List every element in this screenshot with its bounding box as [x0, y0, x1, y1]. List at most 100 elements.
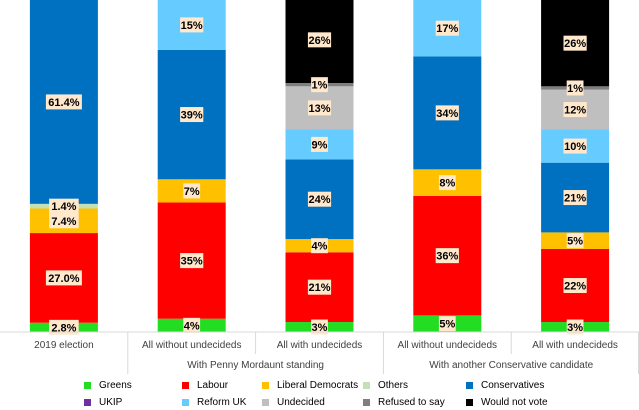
data-label-text: 3%: [567, 322, 583, 334]
legend-item-liberal-democrats: Liberal Democrats: [262, 378, 358, 392]
data-label-conservatives-0: 61.4%: [45, 94, 82, 110]
legend-item-labour: Labour: [182, 378, 228, 392]
data-label-text: 5%: [567, 236, 583, 248]
data-label-background: [180, 107, 204, 123]
legend-item-ukip: UKIP: [84, 395, 122, 409]
data-label-background: [311, 136, 328, 152]
data-label-background: [183, 317, 201, 333]
data-label-liberal-democrats-1: 7%: [183, 183, 201, 199]
data-label-text: 15%: [181, 20, 203, 32]
data-label-text: 8%: [439, 178, 455, 190]
category-label-2: All with undecideds: [277, 340, 363, 351]
data-label-text: 7.4%: [51, 216, 76, 228]
legend-item-conservatives: Conservatives: [466, 378, 544, 392]
legend-label: Would not vote: [481, 396, 548, 408]
data-label-text: 34%: [436, 108, 458, 120]
data-label-background: [49, 319, 79, 335]
data-label-text: 10%: [564, 141, 586, 153]
category-label-1: All without undecideds: [142, 340, 242, 351]
legend-swatch: [466, 398, 473, 406]
data-label-background: [49, 198, 79, 214]
data-label-text: 1%: [567, 83, 583, 95]
data-label-reform-uk-1: 15%: [180, 17, 204, 33]
legend-swatch: [182, 398, 189, 406]
data-label-liberal-democrats-3: 8%: [438, 175, 456, 191]
data-label-background: [311, 77, 328, 93]
legend-swatch: [182, 381, 189, 389]
data-label-text: 35%: [181, 256, 203, 268]
data-label-undecided-2: 13%: [307, 100, 332, 116]
data-label-background: [45, 94, 82, 110]
data-label-would-not-vote-4: 26%: [563, 35, 587, 51]
data-label-background: [180, 17, 204, 33]
data-label-greens-2: 3%: [311, 319, 328, 335]
legend-label: Others: [378, 379, 409, 391]
data-label-background: [307, 100, 332, 116]
data-label-text: 27.0%: [48, 273, 79, 285]
data-label-others-0: 1.4%: [49, 198, 79, 214]
data-label-background: [563, 278, 587, 294]
legend-swatch: [84, 398, 91, 406]
data-label-background: [566, 319, 584, 335]
data-label-liberal-democrats-0: 7.4%: [49, 213, 79, 229]
data-label-background: [311, 319, 328, 335]
data-label-text: 26%: [564, 38, 586, 50]
data-label-labour-1: 35%: [180, 253, 204, 269]
data-label-text: 24%: [308, 194, 330, 206]
legend-label: UKIP: [99, 396, 123, 408]
legend-item-undecided: Undecided: [262, 395, 325, 409]
data-label-text: 9%: [312, 139, 328, 151]
data-label-text: 4%: [184, 320, 200, 332]
legend-label: Liberal Democrats: [277, 379, 359, 391]
data-label-conservatives-1: 39%: [180, 107, 204, 123]
data-label-background: [49, 213, 79, 229]
data-label-background: [563, 102, 587, 118]
data-label-background: [180, 253, 204, 269]
chart-legend: Greens Labour Liberal Democrats Others Conse…: [0, 378, 639, 410]
legend-swatch: [262, 381, 269, 389]
data-label-text: 4%: [312, 241, 328, 253]
data-label-reform-uk-3: 17%: [435, 20, 459, 36]
data-label-text: 7%: [184, 186, 200, 198]
data-label-reform-uk-2: 9%: [311, 136, 328, 152]
data-label-text: 17%: [436, 23, 458, 35]
data-label-background: [563, 35, 587, 51]
category-label-3: All without undecideds: [398, 340, 498, 351]
data-label-text: 21%: [564, 193, 586, 205]
data-label-text: 26%: [308, 35, 330, 47]
category-label-4: All with undecideds: [532, 340, 618, 351]
legend-label: Labour: [197, 379, 229, 391]
data-label-background: [183, 183, 201, 199]
data-label-text: 13%: [308, 103, 330, 115]
legend-item-greens: Greens: [84, 378, 132, 392]
data-label-labour-4: 22%: [563, 278, 587, 294]
data-label-background: [566, 233, 584, 249]
data-label-background: [307, 279, 332, 295]
data-label-background: [307, 191, 332, 207]
legend-label: Greens: [99, 379, 132, 391]
data-label-background: [566, 80, 584, 96]
chart-plot-area: 2.8% 27.0% 7.4% 1.4% 61.4% 4% 35% 7% 39% 15% 3% 21%…: [0, 0, 639, 374]
data-label-would-not-vote-2: 26%: [307, 32, 332, 48]
data-label-text: 22%: [564, 281, 586, 293]
legend-label: Undecided: [277, 396, 325, 408]
category-label-0: 2019 election: [34, 340, 94, 351]
data-label-greens-4: 3%: [566, 319, 584, 335]
data-label-background: [438, 175, 456, 191]
data-label-labour-3: 36%: [435, 248, 459, 264]
data-label-liberal-democrats-2: 4%: [311, 238, 328, 254]
legend-swatch: [363, 381, 370, 389]
legend-swatch: [262, 398, 269, 406]
data-label-text: 36%: [436, 251, 458, 263]
data-label-labour-0: 27.0%: [45, 270, 82, 286]
data-label-background: [307, 32, 332, 48]
legend-item-reform-uk: Reform UK: [182, 395, 246, 409]
data-label-background: [311, 238, 328, 254]
data-label-text: 39%: [181, 110, 203, 122]
data-label-text: 21%: [308, 282, 330, 294]
data-label-text: 3%: [312, 322, 328, 334]
data-label-background: [435, 105, 459, 121]
group-label-0: With Penny Mordaunt standing: [187, 360, 324, 371]
data-label-text: 12%: [564, 105, 586, 117]
